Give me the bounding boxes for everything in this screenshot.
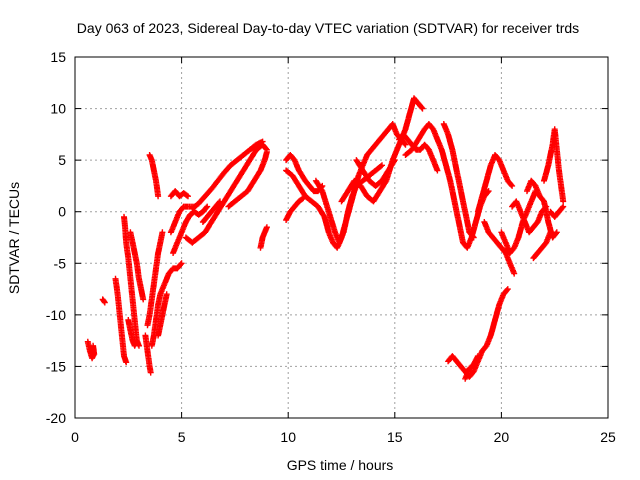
plot-frame <box>74 56 609 419</box>
y-tick-label: 10 <box>50 101 66 117</box>
data-point-markers <box>84 95 567 382</box>
y-tick-label: -15 <box>46 358 66 374</box>
y-tick-label: 5 <box>58 152 66 168</box>
y-tick-label: -10 <box>46 307 66 323</box>
x-tick-label: 15 <box>387 429 403 445</box>
data-points <box>84 95 567 382</box>
chart-title: Day 063 of 2023, Sidereal Day-to-day VTE… <box>77 20 579 36</box>
y-tick-label: 15 <box>50 49 66 65</box>
x-tick-labels: 0 5 10 15 20 25 <box>71 429 616 445</box>
y-tick-label: -5 <box>54 255 67 271</box>
x-tick-label: 20 <box>494 429 510 445</box>
x-tick-label: 0 <box>71 429 79 445</box>
y-axis-label: SDTVAR / TECUs <box>6 182 22 294</box>
x-axis-label: GPS time / hours <box>287 457 394 473</box>
y-tick-label: 0 <box>58 204 66 220</box>
y-tick-labels: -20 -15 -10 -5 0 5 10 15 <box>46 49 66 426</box>
x-tick-label: 10 <box>280 429 296 445</box>
x-tick-label: 5 <box>178 429 186 445</box>
grid-lines <box>75 57 608 418</box>
y-tick-label: -20 <box>46 410 66 426</box>
axis-ticks <box>74 56 609 419</box>
x-tick-label: 25 <box>600 429 616 445</box>
